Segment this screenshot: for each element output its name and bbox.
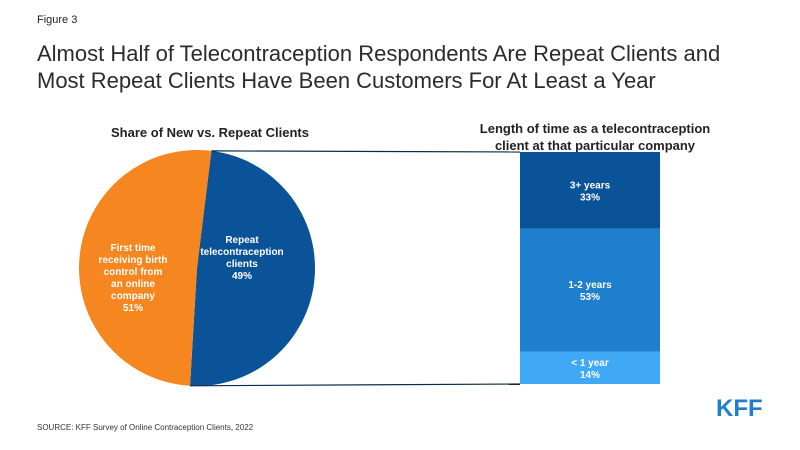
kff-logo: KFF xyxy=(716,395,763,422)
pie-value-repeat: 49% xyxy=(232,271,252,282)
bar-value-under-one-year: 14% xyxy=(580,370,600,381)
bar-label-three-plus-years: 3+ years xyxy=(570,180,611,191)
bar-value-one-to-two-years: 53% xyxy=(580,292,600,303)
bar-segment-under-one-year xyxy=(520,351,660,384)
pie-label-first-time-line-5: company xyxy=(111,291,155,302)
connector-line-top xyxy=(211,150,521,153)
bar-subtitle-line-2: client at that particular company xyxy=(494,138,696,153)
connector-line-bottom xyxy=(189,383,521,387)
title-line-1: Almost Half of Telecontraception Respond… xyxy=(37,41,721,66)
chart-title: Almost Half of Telecontraception Respond… xyxy=(37,40,777,94)
pie-value-first-time: 51% xyxy=(123,303,143,314)
pie-subtitle: Share of New vs. Repeat Clients xyxy=(111,125,309,140)
bar-label-one-to-two-years: 1-2 years xyxy=(568,280,612,291)
title-line-2: Most Repeat Clients Have Been Customers … xyxy=(37,68,656,93)
source-note: SOURCE: KFF Survey of Online Contracepti… xyxy=(37,423,254,432)
pie-label-first-time-line-3: control from xyxy=(104,267,163,278)
bar-value-three-plus-years: 33% xyxy=(580,192,600,203)
bar-subtitle-line-1: Length of time as a telecontraception xyxy=(479,121,711,136)
pie-label-first-time-line-4: an online xyxy=(111,279,155,290)
pie-slice-first-time xyxy=(79,150,212,386)
bar-label-under-one-year: < 1 year xyxy=(571,358,609,369)
bar-segment-one-to-two-years xyxy=(520,228,660,352)
pie-label-first-time-line-2: receiving birth xyxy=(99,255,168,266)
pie-slice-repeat xyxy=(190,150,316,386)
figure-label: Figure 3 xyxy=(37,14,78,26)
pie-label-repeat-line-2: telecontraception xyxy=(200,247,283,258)
pie-label-first-time-line-1: First time xyxy=(110,243,155,254)
pie-label-repeat-line-1: Repeat xyxy=(225,235,259,246)
bar-subtitle: Length of time as a telecontraception cl… xyxy=(420,120,770,154)
pie-label-repeat-line-3: clients xyxy=(226,259,258,270)
bar-segment-three-plus-years xyxy=(520,152,660,229)
